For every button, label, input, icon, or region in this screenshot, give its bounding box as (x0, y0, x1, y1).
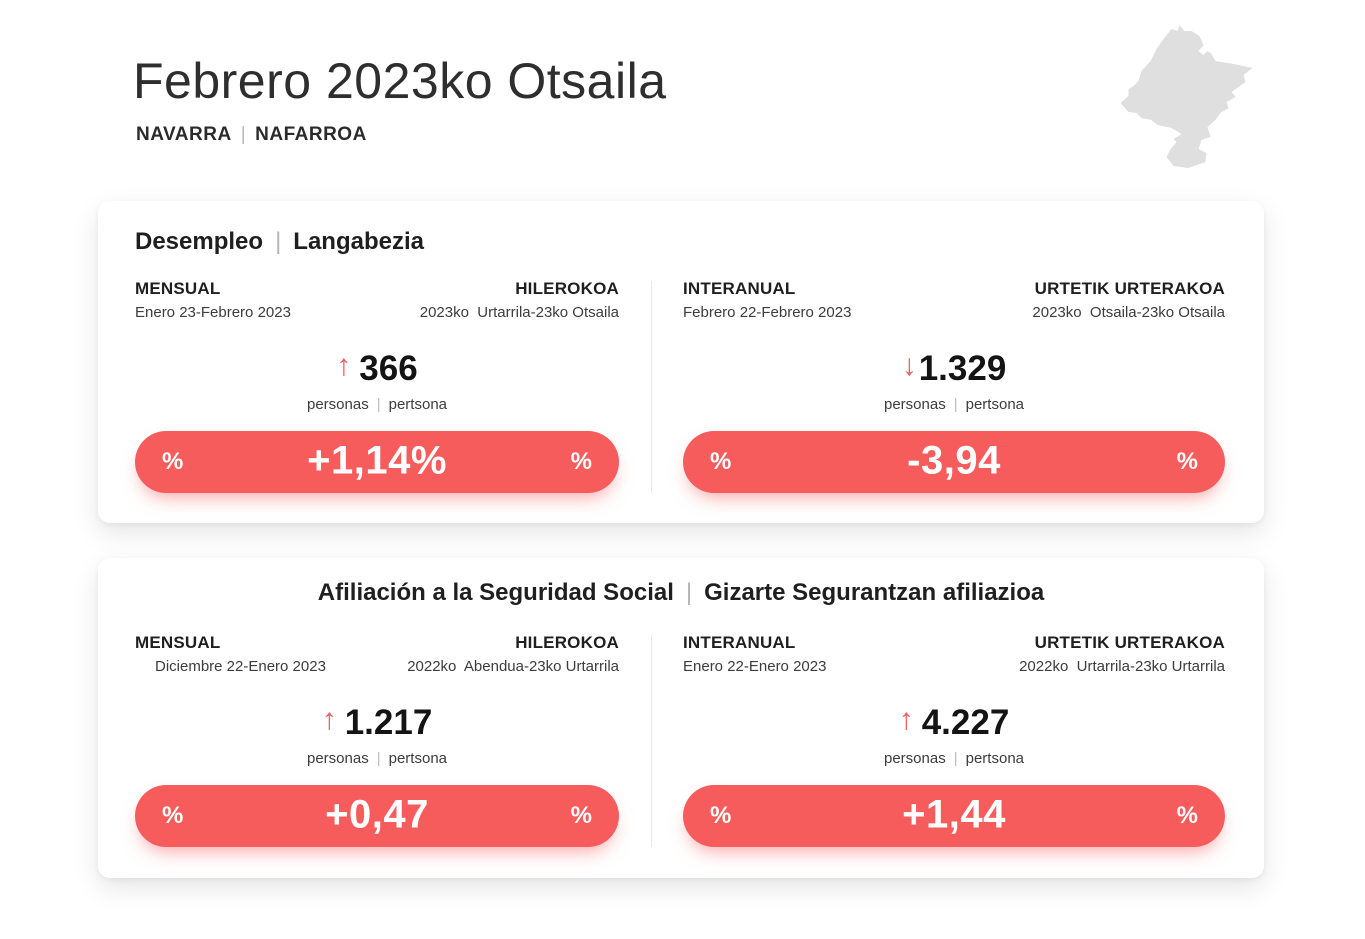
period-label-eu: HILEROKOA (515, 279, 619, 298)
percent-symbol-right: % (570, 802, 592, 829)
card-title-social-security: Afiliación a la Seguridad Social | Gizarte… (135, 579, 1227, 607)
persons-change: ↑ 366 (135, 346, 619, 390)
percent-pill: % +0,47 % (135, 785, 619, 847)
persons-value: 1.217 (344, 702, 433, 742)
unit-eu: pertsona (388, 750, 447, 767)
period-date-row: Diciembre 22-Enero 2023 2022ko Abendua-2… (135, 658, 619, 676)
panel-monthly-affiliation: MENSUAL HILEROKOA Diciembre 22-Enero 202… (135, 633, 619, 847)
persons-value: 4.227 (921, 702, 1010, 742)
panel-interannual-unemployment: INTERANUAL URTETIK URTERAKOA Febrero 22-… (683, 279, 1225, 493)
period-dates-eu: 2023ko Otsaila-23ko Otsaila (1032, 304, 1225, 321)
persons-change: ↓ 1.329 (683, 346, 1225, 390)
period-label-es: INTERANUAL (683, 279, 796, 298)
period-label-row: INTERANUAL URTETIK URTERAKOA (683, 279, 1225, 299)
percent-symbol-left: % (162, 448, 184, 475)
region-subtitle: NAVARRA | NAFARROA (136, 124, 367, 146)
card-title-es: Afiliación a la Seguridad Social (317, 579, 674, 606)
up-arrow-icon: ↑ (336, 349, 352, 382)
percent-value: +1,14% (307, 438, 447, 483)
down-arrow-icon: ↓ (901, 349, 917, 382)
unit-separator: | (953, 750, 958, 767)
panel-interannual-affiliation: INTERANUAL URTETIK URTERAKOA Enero 22-En… (683, 633, 1225, 847)
percent-symbol-right: % (1176, 448, 1198, 475)
unit-es: personas (307, 750, 369, 767)
period-label-es: MENSUAL (135, 279, 221, 298)
percent-symbol-right: % (570, 448, 592, 475)
unit-es: personas (307, 396, 369, 413)
title-separator: | (275, 228, 282, 255)
unit-separator: | (376, 750, 381, 767)
unit-eu: pertsona (965, 750, 1024, 767)
unit-separator: | (953, 396, 958, 413)
card-columns: MENSUAL HILEROKOA Diciembre 22-Enero 202… (135, 633, 1225, 847)
persons-value: 1.329 (918, 348, 1007, 388)
region-separator: | (240, 124, 247, 145)
period-label-row: INTERANUAL URTETIK URTERAKOA (683, 633, 1225, 653)
card-title-eu: Langabezia (293, 228, 424, 255)
period-label-eu: URTETIK URTERAKOA (1034, 279, 1225, 298)
period-label-eu: HILEROKOA (515, 633, 619, 652)
percent-symbol-left: % (710, 448, 732, 475)
region-name-eu: NAFARROA (255, 124, 367, 145)
column-divider (651, 635, 652, 847)
percent-symbol-left: % (710, 802, 732, 829)
period-dates-eu: 2022ko Urtarrila-23ko Urtarrila (1019, 658, 1225, 675)
period-label-es: INTERANUAL (683, 633, 796, 652)
up-arrow-icon: ↑ (321, 703, 337, 736)
persons-unit: personas | pertsona (135, 750, 619, 767)
card-title-unemployment: Desempleo | Langabezia (135, 228, 1227, 256)
up-arrow-icon: ↑ (898, 703, 914, 736)
percent-value: -3,94 (907, 438, 1001, 483)
title-separator: | (685, 579, 693, 606)
percent-pill: % -3,94 % (683, 431, 1225, 493)
persons-value: 366 (359, 348, 418, 388)
panel-monthly-unemployment: MENSUAL HILEROKOA Enero 23-Febrero 2023 … (135, 279, 619, 493)
column-divider (651, 281, 652, 493)
unit-es: personas (884, 396, 946, 413)
unit-eu: pertsona (965, 396, 1024, 413)
period-dates-eu: 2022ko Abendua-23ko Urtarrila (407, 658, 619, 675)
page-title: Febrero 2023ko Otsaila (133, 53, 667, 109)
card-title-es: Desempleo (135, 228, 264, 255)
unit-es: personas (884, 750, 946, 767)
period-date-row: Febrero 22-Febrero 2023 2023ko Otsaila-2… (683, 304, 1225, 322)
navarra-map-icon (1118, 25, 1256, 173)
persons-unit: personas | pertsona (135, 396, 619, 413)
social-security-card: Afiliación a la Seguridad Social | Gizarte… (98, 558, 1264, 878)
card-columns: MENSUAL HILEROKOA Enero 23-Febrero 2023 … (135, 279, 1225, 493)
percent-pill: % +1,44 % (683, 785, 1225, 847)
period-dates-es: Diciembre 22-Enero 2023 (155, 658, 326, 675)
persons-unit: personas | pertsona (683, 750, 1225, 767)
percent-value: +0,47 (325, 792, 429, 837)
period-label-es: MENSUAL (135, 633, 221, 652)
percent-pill: % +1,14% % (135, 431, 619, 493)
persons-change: ↑ 1.217 (135, 700, 619, 744)
period-dates-es: Enero 22-Enero 2023 (683, 658, 827, 675)
percent-symbol-right: % (1176, 802, 1198, 829)
percent-symbol-left: % (162, 802, 184, 829)
period-dates-es: Enero 23-Febrero 2023 (135, 304, 291, 321)
percent-value: +1,44 (902, 792, 1006, 837)
persons-unit: personas | pertsona (683, 396, 1225, 413)
period-dates-es: Febrero 22-Febrero 2023 (683, 304, 852, 321)
period-label-row: MENSUAL HILEROKOA (135, 279, 619, 299)
period-label-eu: URTETIK URTERAKOA (1034, 633, 1225, 652)
period-date-row: Enero 22-Enero 2023 2022ko Urtarrila-23k… (683, 658, 1225, 676)
card-title-eu: Gizarte Segurantzan afiliazioa (704, 579, 1045, 606)
period-date-row: Enero 23-Febrero 2023 2023ko Urtarrila-2… (135, 304, 619, 322)
unit-eu: pertsona (388, 396, 447, 413)
unemployment-card: Desempleo | Langabezia MENSUAL HILEROKOA E… (98, 201, 1264, 523)
period-label-row: MENSUAL HILEROKOA (135, 633, 619, 653)
region-name-es: NAVARRA (136, 124, 232, 145)
period-dates-eu: 2023ko Urtarrila-23ko Otsaila (419, 304, 619, 321)
unit-separator: | (376, 396, 381, 413)
persons-change: ↑ 4.227 (683, 700, 1225, 744)
